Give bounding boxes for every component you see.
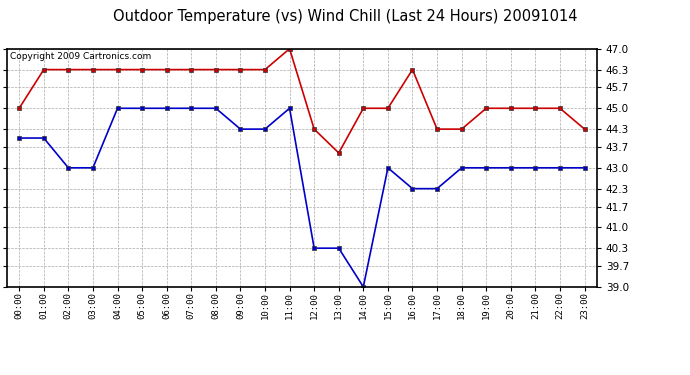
- Text: Outdoor Temperature (vs) Wind Chill (Last 24 Hours) 20091014: Outdoor Temperature (vs) Wind Chill (Las…: [112, 9, 578, 24]
- Text: Copyright 2009 Cartronics.com: Copyright 2009 Cartronics.com: [10, 53, 151, 62]
